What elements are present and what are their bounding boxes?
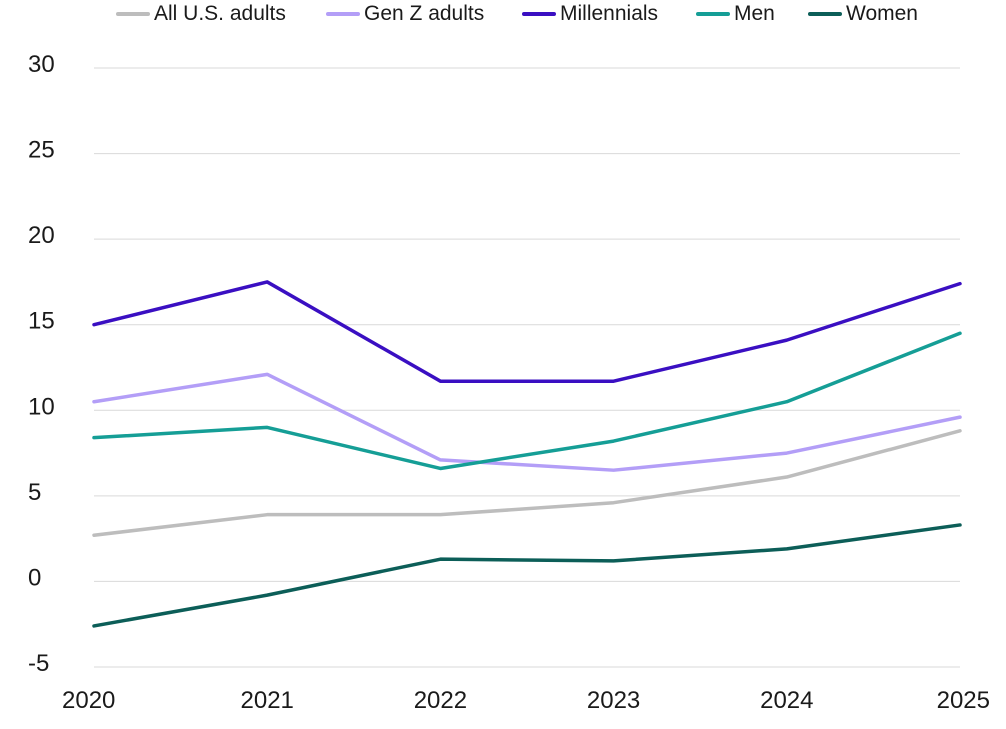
x-tick-label: 2024 <box>760 687 813 714</box>
y-tick-label: 5 <box>28 479 41 506</box>
y-tick-label: -5 <box>28 650 49 677</box>
legend-label: Men <box>734 2 775 25</box>
series-lines <box>92 280 962 628</box>
x-tick-label: 2020 <box>62 687 115 714</box>
y-tick-label: 20 <box>28 222 55 249</box>
y-tick-label: 15 <box>28 308 55 335</box>
x-tick-label: 2022 <box>414 687 467 714</box>
legend-swatch <box>696 12 730 16</box>
y-tick-label: 0 <box>28 564 41 591</box>
legend-item-women[interactable]: Women <box>808 2 918 26</box>
legend-item-gen-z-adults[interactable]: Gen Z adults <box>326 2 484 26</box>
legend-swatch <box>116 12 150 16</box>
series-line-men <box>92 331 962 471</box>
legend-label: Millennials <box>560 2 659 25</box>
x-tick-label: 2025 <box>937 687 990 714</box>
legend-swatch <box>808 12 842 16</box>
series-line-millennials <box>92 280 962 383</box>
legend-item-men[interactable]: Men <box>696 2 775 26</box>
legend-item-millennials[interactable]: Millennials <box>522 2 658 26</box>
grid-lines <box>94 67 960 668</box>
legend-label: Gen Z adults <box>364 2 485 25</box>
y-axis-ticks: -5 0 5 10 15 20 25 30 <box>28 51 55 677</box>
y-tick-label: 30 <box>28 51 55 78</box>
chart-legend: All U.S. adults Gen Z adults Millennials… <box>0 0 1006 28</box>
x-tick-label: 2023 <box>587 687 640 714</box>
legend-swatch <box>522 12 556 16</box>
x-axis-ticks: 2020 2021 2022 2023 2024 2025 <box>62 687 990 714</box>
y-tick-label: 10 <box>28 393 55 420</box>
legend-label: Women <box>846 2 918 25</box>
series-line-all-u-s-adults <box>92 429 962 537</box>
series-line-women <box>92 523 962 628</box>
legend-swatch <box>326 12 360 16</box>
series-line-gen-z-adults <box>92 372 962 472</box>
x-tick-label: 2021 <box>241 687 294 714</box>
legend-label: All U.S. adults <box>154 2 286 25</box>
legend-item-all-us-adults[interactable]: All U.S. adults <box>116 2 286 26</box>
y-tick-label: 25 <box>28 137 55 164</box>
